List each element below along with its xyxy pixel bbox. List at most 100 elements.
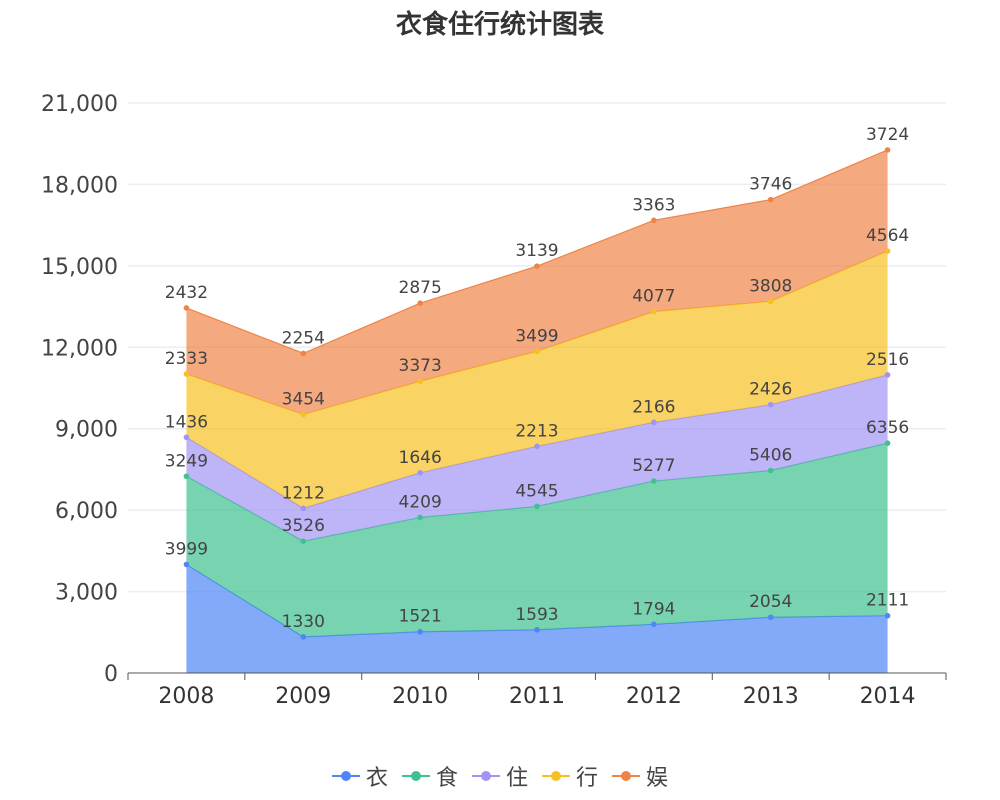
data-point (767, 196, 774, 203)
legend-item-行[interactable]: 行 (542, 760, 598, 792)
x-tick-label: 2013 (743, 684, 799, 709)
legend-item-娱[interactable]: 娱 (612, 760, 668, 792)
data-point (651, 308, 657, 315)
x-tick-label: 2012 (626, 684, 682, 709)
data-point (884, 372, 891, 378)
data-label: 1646 (399, 448, 442, 468)
x-tick-label: 2010 (392, 684, 448, 709)
data-point (534, 443, 540, 450)
legend-item-衣[interactable]: 衣 (331, 760, 388, 792)
data-label: 3724 (866, 125, 909, 145)
data-point (651, 621, 657, 628)
y-tick-label: 6,000 (55, 499, 118, 524)
x-tick-label: 2014 (860, 684, 916, 709)
x-tick-label: 2009 (275, 684, 331, 709)
data-point (417, 469, 423, 476)
data-label: 2426 (749, 380, 792, 400)
area-食 (186, 443, 888, 637)
data-label: 3373 (399, 356, 442, 376)
y-tick-label: 21,000 (41, 92, 118, 117)
data-point (884, 248, 891, 254)
data-label: 6356 (866, 418, 909, 438)
data-label: 5406 (749, 446, 792, 466)
data-point (651, 217, 657, 224)
data-label: 2333 (165, 349, 208, 369)
data-point (183, 473, 190, 480)
data-label: 2254 (282, 328, 325, 348)
data-point (767, 298, 774, 305)
y-tick-label: 9,000 (55, 418, 118, 443)
data-point (767, 614, 774, 621)
data-label: 4545 (515, 481, 558, 501)
data-label: 4077 (632, 287, 675, 307)
data-point (884, 440, 891, 446)
data-label: 3526 (282, 516, 325, 536)
data-point (767, 467, 774, 474)
y-tick-label: 15,000 (41, 255, 118, 280)
data-point (183, 561, 190, 568)
data-label: 2875 (399, 278, 442, 298)
data-label: 2054 (749, 592, 792, 612)
legend-marker-icon (331, 771, 360, 781)
data-point (534, 503, 540, 510)
data-label: 3499 (515, 326, 558, 346)
chart-title: 衣食住行统计图表 (395, 10, 604, 40)
data-label: 4209 (399, 492, 442, 512)
data-point (534, 348, 540, 355)
data-point (183, 305, 190, 311)
legend-label: 衣 (365, 766, 388, 791)
data-label: 3454 (282, 390, 325, 410)
legend-marker-icon (471, 771, 500, 781)
data-label: 2213 (515, 421, 558, 441)
legend: 衣 食 住 行娱 (0, 760, 1000, 792)
data-label: 1593 (515, 605, 558, 625)
area-行 (186, 251, 888, 509)
area-住 (186, 374, 888, 542)
data-label: 3249 (165, 451, 208, 471)
legend-label: 住 (505, 766, 528, 791)
data-point (651, 419, 657, 426)
data-point (300, 634, 307, 640)
data-label: 1212 (282, 483, 325, 503)
y-tick-label: 12,000 (41, 336, 118, 361)
data-point (417, 628, 423, 635)
data-point (300, 538, 307, 544)
y-tick-label: 0 (104, 662, 118, 687)
data-label: 2432 (165, 283, 208, 303)
data-point (417, 514, 423, 521)
legend-marker-icon (401, 771, 430, 781)
legend-marker-icon (542, 771, 570, 781)
data-point (183, 371, 190, 377)
data-point (417, 300, 423, 307)
data-label: 3363 (632, 195, 675, 215)
area-衣 (186, 564, 888, 673)
y-tick-label: 3,000 (55, 581, 118, 606)
data-label: 2166 (632, 397, 675, 417)
data-label: 2516 (866, 350, 909, 370)
data-point (884, 612, 891, 619)
data-point (767, 401, 774, 408)
data-label: 1330 (282, 612, 325, 632)
data-label: 3746 (749, 175, 792, 195)
data-point (884, 147, 891, 153)
legend-label: 食 (435, 766, 458, 791)
legend-label: 行 (576, 766, 599, 791)
data-label: 1794 (632, 599, 675, 619)
legend-item-住[interactable]: 住 (471, 760, 528, 792)
stacked-area-chart: 0 3,000 6,000 9,000 12,000 15,000 18,000 21,000… (41, 92, 947, 709)
data-label: 1521 (399, 607, 442, 627)
area-娱 (186, 149, 888, 415)
x-tick-label: 2011 (509, 684, 565, 709)
legend-marker-icon (612, 771, 641, 781)
y-tick-label: 18,000 (41, 173, 118, 198)
data-point (651, 478, 657, 484)
data-label: 5277 (632, 456, 675, 476)
legend-item-食[interactable]: 食 (401, 760, 458, 792)
data-label: 3999 (165, 539, 208, 559)
data-point (183, 434, 190, 441)
data-label: 3808 (749, 276, 792, 296)
data-point (300, 350, 307, 357)
data-point (534, 626, 540, 633)
data-point (417, 378, 423, 385)
data-point (300, 411, 307, 418)
